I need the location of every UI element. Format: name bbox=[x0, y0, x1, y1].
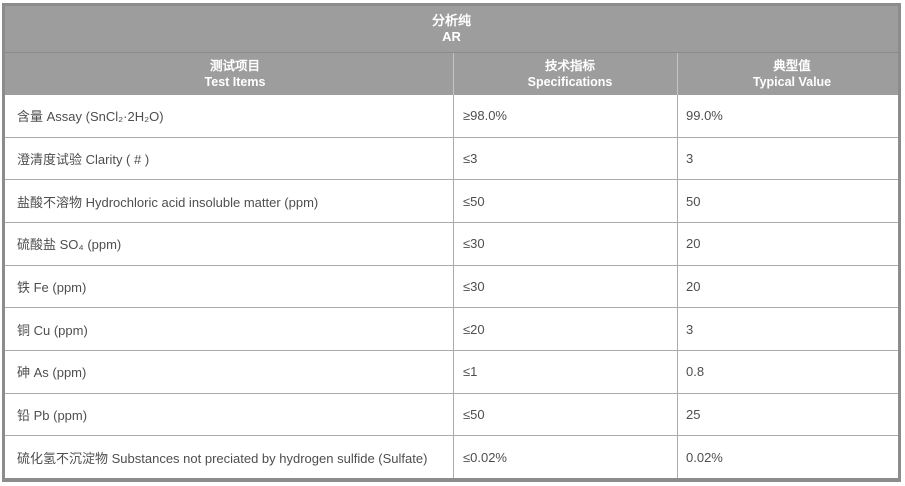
test-item-cell: 铜 Cu (ppm) bbox=[17, 322, 88, 338]
specification-cell: ≤30 bbox=[453, 265, 677, 308]
test-item-cell: 含量 Assay (SnCl₂·2H₂O) bbox=[17, 109, 164, 125]
typical-value-cell: 20 bbox=[677, 223, 898, 265]
specification-cell: ≤3 bbox=[453, 137, 677, 180]
test-item-cell: 澄清度试验 Clarity ( # ) bbox=[17, 152, 150, 167]
specification-cell: ≤1 bbox=[453, 351, 677, 393]
table-row: 盐酸不溶物 Hydrochloric acid insoluble matter… bbox=[5, 179, 898, 223]
specification-cell: ≤30 bbox=[453, 223, 677, 265]
specification-cell: ≤20 bbox=[453, 308, 677, 351]
table-row: 硫化氢不沉淀物 Substances not preciated by hydr… bbox=[5, 435, 898, 479]
typical-value-cell: 0.02% bbox=[677, 436, 898, 479]
table-row: 铜 Cu (ppm) ≤20 3 bbox=[5, 307, 898, 351]
typical-value-cell: 25 bbox=[677, 393, 898, 436]
test-item-cell: 铅 Pb (ppm) bbox=[17, 408, 88, 424]
specification-cell: ≤50 bbox=[453, 180, 677, 223]
table-row: 硫酸盐 SO₄ (ppm) ≤30 20 bbox=[5, 222, 898, 265]
specification-cell: ≤50 bbox=[453, 393, 677, 436]
typical-value-cell: 99.0% bbox=[677, 95, 898, 137]
table-title-zh: 分析纯 bbox=[431, 13, 471, 28]
table-row: 砷 As (ppm) ≤1 0.8 bbox=[5, 350, 898, 393]
table-row: 铁 Fe (ppm) ≤30 20 bbox=[5, 264, 898, 308]
typical-value-cell: 0.8 bbox=[677, 351, 898, 393]
column-header-zh: 技术指标 bbox=[544, 59, 595, 73]
typical-value-cell: 3 bbox=[677, 308, 898, 351]
specification-cell: ≤0.02% bbox=[453, 436, 677, 479]
specification-cell: ≥98.0% bbox=[453, 95, 677, 137]
column-header-row: 测试项目 Test Items 技术指标 Specifications 典型值 … bbox=[5, 53, 898, 95]
test-item-cell: 铁 Fe (ppm) bbox=[17, 280, 87, 296]
column-header-zh: 测试项目 bbox=[209, 59, 260, 73]
test-item-cell: 硫酸盐 SO₄ (ppm) bbox=[17, 237, 122, 253]
spec-table: 分析纯 AR 测试项目 Test Items 技术指标 Specificatio… bbox=[2, 3, 901, 482]
column-header-zh: 典型值 bbox=[773, 59, 811, 73]
table-row: 铅 Pb (ppm) ≤50 25 bbox=[5, 392, 898, 436]
table-row: 含量 Assay (SnCl₂·2H₂O) ≥98.0% 99.0% bbox=[5, 95, 898, 137]
test-item-cell: 砷 As (ppm) bbox=[17, 365, 87, 381]
table-title: 分析纯 AR bbox=[5, 6, 898, 53]
column-header-specifications: 技术指标 Specifications bbox=[453, 53, 677, 95]
column-header-en: Test Items bbox=[204, 75, 266, 89]
typical-value-cell: 20 bbox=[677, 265, 898, 308]
test-item-cell: 盐酸不溶物 Hydrochloric acid insoluble matter… bbox=[17, 194, 319, 210]
column-header-en: Typical Value bbox=[752, 75, 832, 89]
table-title-en: AR bbox=[442, 29, 461, 44]
column-header-en: Specifications bbox=[527, 75, 613, 89]
column-header-test-items: 测试项目 Test Items bbox=[5, 53, 453, 95]
column-header-typical-value: 典型值 Typical Value bbox=[677, 53, 898, 95]
typical-value-cell: 3 bbox=[677, 137, 898, 180]
table-row: 澄清度试验 Clarity ( # ) ≤3 3 bbox=[5, 136, 898, 180]
typical-value-cell: 50 bbox=[677, 180, 898, 223]
test-item-cell: 硫化氢不沉淀物 Substances not preciated by hydr… bbox=[17, 450, 428, 466]
